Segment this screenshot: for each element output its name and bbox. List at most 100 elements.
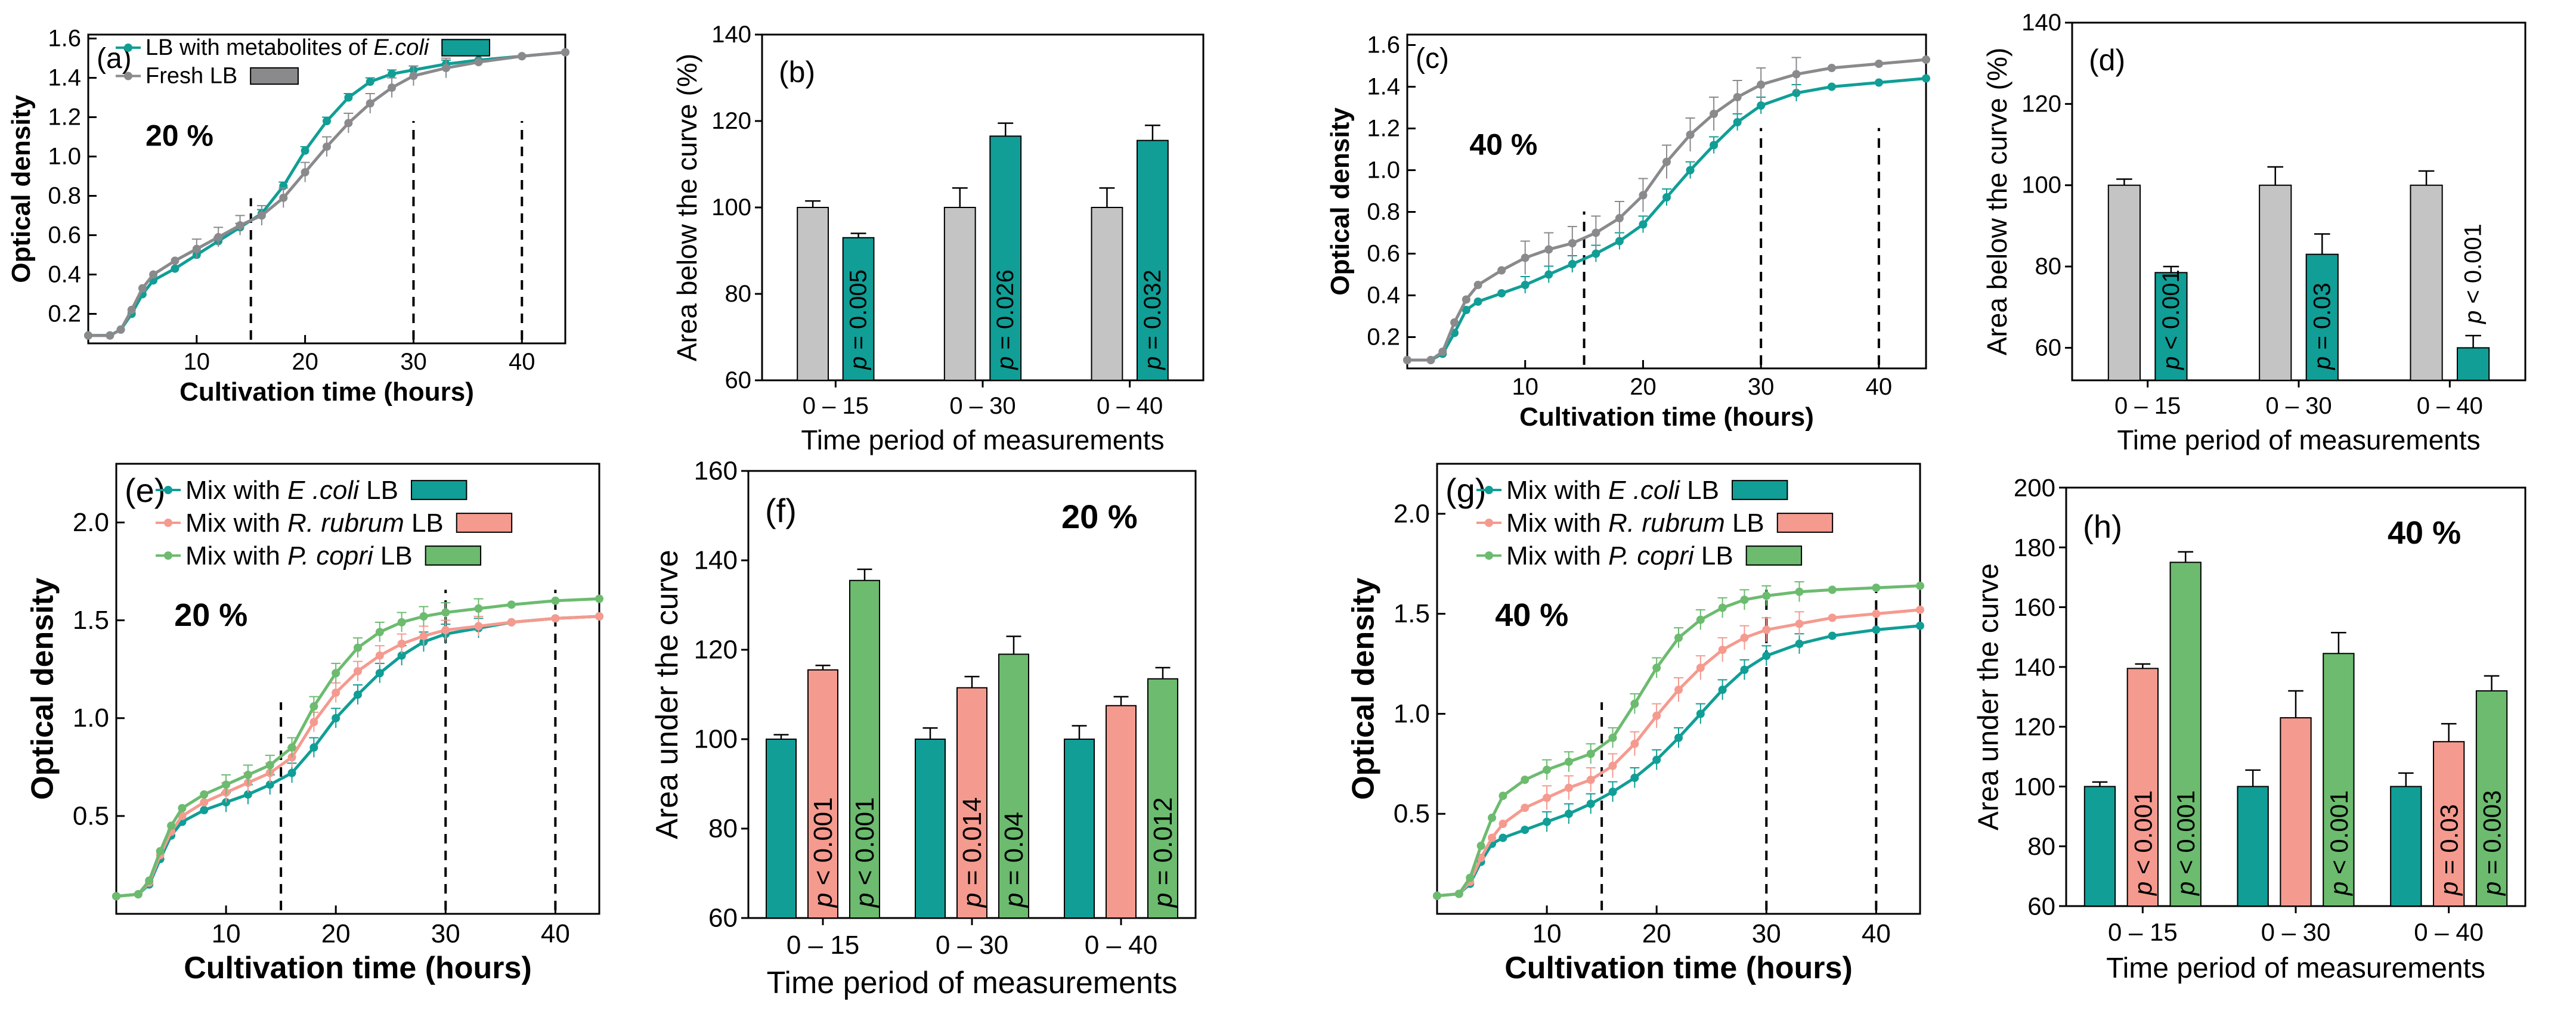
text-run: p [2478, 882, 2506, 897]
data-point [287, 743, 296, 752]
data-point [419, 612, 428, 621]
data-point [287, 768, 296, 777]
panel-label: (f) [765, 492, 797, 529]
x-tick-label: 20 [1630, 374, 1657, 400]
y-tick-label: 0.4 [1367, 283, 1400, 309]
x-tick-label: 10 [184, 349, 210, 375]
text-run: Mix with [1506, 476, 1608, 505]
y-tick-label: 80 [2035, 253, 2062, 280]
data-point [1615, 237, 1624, 246]
data-point [1586, 799, 1595, 808]
text-run: P. copri [287, 541, 374, 570]
data-point [507, 600, 516, 609]
text-run: p [809, 893, 838, 908]
p-value-label: p = 0.04 [999, 812, 1029, 908]
y-tick-label: 0.2 [48, 301, 81, 327]
data-point [214, 232, 223, 241]
data-point [236, 221, 244, 230]
data-point [474, 622, 483, 631]
legend-swatch [425, 545, 482, 566]
text-run: LB [1694, 541, 1733, 570]
data-point [309, 702, 318, 711]
data-point [301, 146, 309, 155]
data-point [323, 142, 331, 151]
data-point [388, 69, 397, 78]
data-point [1543, 817, 1552, 826]
text-run: = 0.014 [958, 797, 987, 892]
text-run: Mix with [185, 508, 287, 538]
text-run: < 0.001 [850, 797, 880, 892]
data-point [507, 618, 516, 627]
data-point [1608, 787, 1617, 796]
data-point [1652, 663, 1661, 672]
text-run: = 0.03 [2309, 283, 2335, 356]
plot-frame [115, 463, 600, 915]
x-tick-label: 0 – 40 [1097, 393, 1163, 419]
legend-label: Fresh LB [145, 64, 237, 89]
data-point [171, 264, 179, 273]
data-point [344, 119, 353, 128]
data-point [1543, 793, 1552, 802]
data-point [1740, 665, 1749, 674]
y-axis-label: Optical density [1326, 107, 1355, 296]
legend-marker [1485, 486, 1493, 494]
data-point [1795, 640, 1804, 648]
text-run: p [2435, 882, 2463, 897]
y-tick-label: 80 [725, 281, 752, 307]
text-run: p [2309, 356, 2335, 370]
text-run: = 0.012 [1148, 797, 1178, 892]
text-run: p [2460, 311, 2487, 324]
data-point [1608, 733, 1617, 742]
data-point [1454, 889, 1463, 898]
data-point [1630, 739, 1639, 748]
bar [1091, 207, 1123, 381]
data-point [1872, 584, 1881, 593]
p-value-label: p < 0.001 [2158, 269, 2184, 370]
y-tick-label: 140 [694, 546, 738, 575]
legend-label: Mix with R. rubrum LB [185, 508, 444, 538]
x-tick-label: 40 [1866, 374, 1893, 400]
text-run: LB [373, 541, 413, 570]
data-point [323, 117, 331, 126]
y-tick-label: 0.6 [48, 222, 81, 249]
data-point [1662, 157, 1671, 166]
x-axis-label: Cultivation time (hours) [179, 377, 474, 407]
data-point [1568, 239, 1577, 247]
panel-label: (d) [2089, 44, 2125, 77]
data-point [1586, 749, 1595, 758]
data-point [1652, 755, 1661, 764]
series-line [1436, 584, 1921, 898]
data-point [1521, 826, 1530, 835]
data-point [1696, 709, 1705, 718]
bar [1064, 739, 1095, 919]
y-tick-label: 100 [711, 194, 751, 221]
data-point [551, 596, 560, 605]
text-run: Mix with [185, 541, 287, 570]
text-run: p [2129, 882, 2157, 897]
data-point [1757, 80, 1766, 89]
bar [2390, 786, 2422, 907]
data-point [1922, 74, 1930, 83]
data-point [1792, 70, 1801, 79]
data-point [561, 48, 569, 57]
p-value-label: p < 0.001 [809, 797, 838, 908]
text-run: p [850, 893, 880, 908]
bar [766, 739, 797, 919]
p-value-label: p = 0.003 [2478, 790, 2506, 897]
data-point [1674, 686, 1683, 694]
data-point [1521, 253, 1530, 262]
y-tick-label: 2.0 [73, 508, 109, 537]
bar [915, 739, 946, 919]
bar [807, 669, 838, 919]
data-point [301, 168, 309, 176]
series-line [1407, 58, 1927, 362]
x-tick-label: 30 [400, 349, 427, 375]
p-value-label: p = 0.012 [1148, 797, 1178, 908]
data-point [1564, 757, 1573, 766]
data-point [1450, 318, 1459, 327]
data-point [518, 52, 527, 61]
y-tick-label: 1.2 [1367, 116, 1400, 142]
text-run: Mix with [1506, 508, 1608, 538]
condition-label: 40 % [1469, 128, 1537, 162]
data-point [419, 631, 428, 640]
